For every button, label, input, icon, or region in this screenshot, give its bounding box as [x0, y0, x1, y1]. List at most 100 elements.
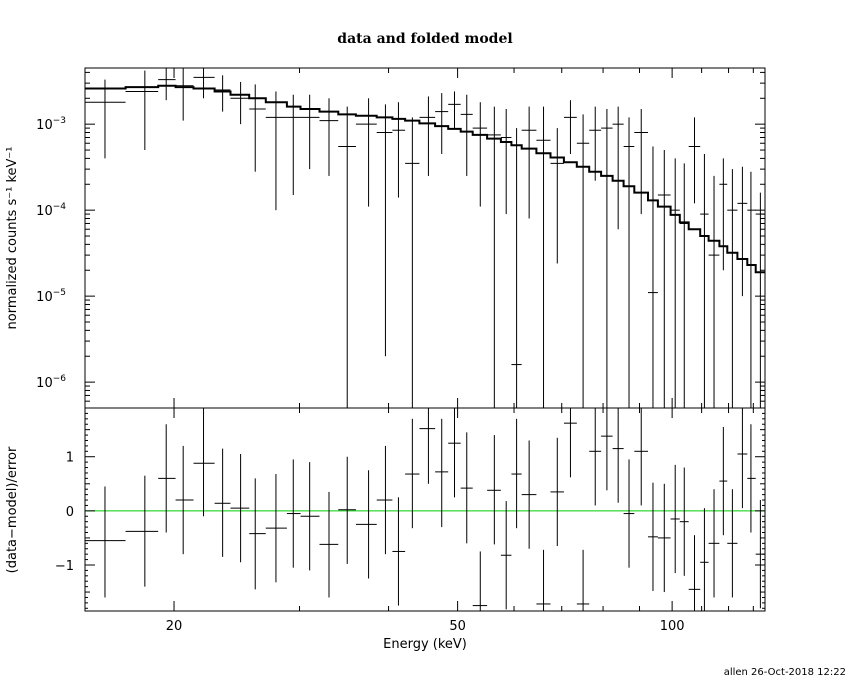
data-point-41	[708, 175, 720, 408]
xtick-label-50: 50	[449, 619, 466, 634]
residual-point-16	[405, 418, 420, 529]
data-point-15	[392, 102, 406, 198]
bottom-ytick-labels: 1 0 −1	[55, 451, 74, 574]
residual-point-4	[193, 408, 215, 517]
xtick-label-100: 100	[660, 619, 685, 634]
residual-point-32	[612, 408, 624, 503]
data-point-31	[601, 109, 613, 408]
data-point-16	[405, 117, 420, 408]
residual-point-44	[737, 408, 748, 509]
top-data-crosses	[85, 68, 765, 408]
residual-point-35	[647, 482, 658, 591]
residual-point-8	[265, 474, 287, 583]
residual-point-1	[125, 475, 159, 587]
residual-point-28	[563, 408, 577, 478]
residual-point-39	[688, 535, 701, 611]
data-point-44	[737, 166, 748, 297]
residual-point-29	[576, 549, 590, 611]
top-ytick-label-1: 10−4	[36, 202, 66, 219]
residual-point-15	[392, 497, 406, 606]
residual-point-43	[727, 489, 738, 598]
data-point-1	[125, 70, 159, 151]
top-ytick-label-2: 10−5	[36, 288, 66, 305]
data-point-23	[500, 109, 512, 215]
data-point-24	[511, 128, 522, 408]
residual-point-12	[338, 456, 356, 564]
footer-stamp: allen 26-Oct-2018 12:22	[724, 667, 846, 678]
data-point-10	[300, 94, 320, 170]
bottom-ytick-label-2: −1	[55, 559, 74, 574]
residual-point-5	[214, 448, 231, 557]
residual-point-6	[230, 454, 250, 563]
data-point-12	[338, 106, 356, 408]
residual-point-2	[158, 424, 176, 533]
bottom-plot-frame	[84, 407, 766, 612]
residual-point-46	[755, 500, 765, 609]
data-point-42	[719, 158, 728, 271]
residual-point-30	[589, 408, 602, 506]
residual-point-38	[679, 467, 689, 576]
data-point-18	[435, 93, 449, 154]
top-ytick-labels: 10−3 10−4 10−5 10−6	[36, 116, 66, 391]
residual-point-36	[657, 483, 671, 593]
top-ytick-label-0: 10−3	[36, 116, 66, 133]
residual-point-22	[487, 435, 501, 545]
data-point-19	[448, 91, 461, 129]
data-point-28	[563, 100, 577, 154]
residual-point-23	[500, 501, 512, 610]
residual-point-11	[319, 491, 339, 598]
data-point-26	[536, 106, 551, 408]
residual-point-37	[670, 464, 680, 574]
data-point-13	[355, 98, 377, 207]
data-point-27	[550, 128, 564, 264]
residual-point-18	[435, 418, 449, 528]
top-tick-marks	[85, 68, 765, 409]
data-point-43	[727, 169, 738, 408]
data-point-39	[688, 117, 701, 204]
data-point-11	[319, 98, 339, 176]
residual-point-13	[355, 470, 377, 579]
data-point-29	[576, 114, 590, 408]
data-point-36	[657, 150, 671, 408]
top-ytick-label-3: 10−6	[36, 374, 66, 391]
top-ylabel: normalized counts s⁻¹ keV⁻¹	[5, 147, 20, 330]
top-panel: 10−3 10−4 10−5 10−6 normalized counts s⁻¹ k…	[5, 67, 766, 409]
data-point-22	[487, 106, 501, 408]
data-point-32	[612, 106, 624, 230]
data-point-5	[214, 75, 231, 112]
data-point-21	[472, 102, 488, 207]
data-point-3	[175, 68, 194, 121]
residual-point-34	[634, 408, 648, 506]
residual-point-31	[601, 408, 613, 491]
top-plot-frame	[84, 67, 766, 409]
data-point-33	[623, 117, 635, 408]
bottom-ytick-label-0: 1	[66, 451, 74, 466]
model-step-line	[85, 84, 765, 274]
residual-point-25	[521, 440, 537, 549]
data-point-6	[230, 81, 250, 125]
data-point-25	[521, 106, 537, 219]
data-point-46	[755, 192, 765, 408]
residual-point-26	[536, 549, 551, 611]
chart-title: data and folded model	[337, 31, 512, 47]
data-point-20	[460, 94, 473, 176]
xtick-label-20: 20	[166, 619, 183, 634]
residual-point-24	[511, 418, 522, 529]
residual-point-41	[708, 489, 720, 598]
residual-point-0	[85, 486, 126, 598]
residual-crosses	[85, 408, 765, 611]
data-point-8	[265, 91, 287, 211]
residual-point-33	[623, 459, 635, 568]
residual-point-10	[300, 462, 320, 571]
data-point-45	[747, 171, 756, 408]
data-point-34	[634, 109, 648, 215]
data-point-4	[193, 68, 215, 99]
residual-point-9	[286, 459, 301, 568]
residual-point-40	[700, 508, 709, 611]
residual-point-3	[175, 445, 194, 555]
residual-point-21	[472, 551, 488, 611]
bottom-ytick-label-1: 0	[66, 505, 74, 520]
bottom-ylabel: (data−model)/error	[5, 446, 20, 573]
residual-point-14	[376, 445, 393, 555]
